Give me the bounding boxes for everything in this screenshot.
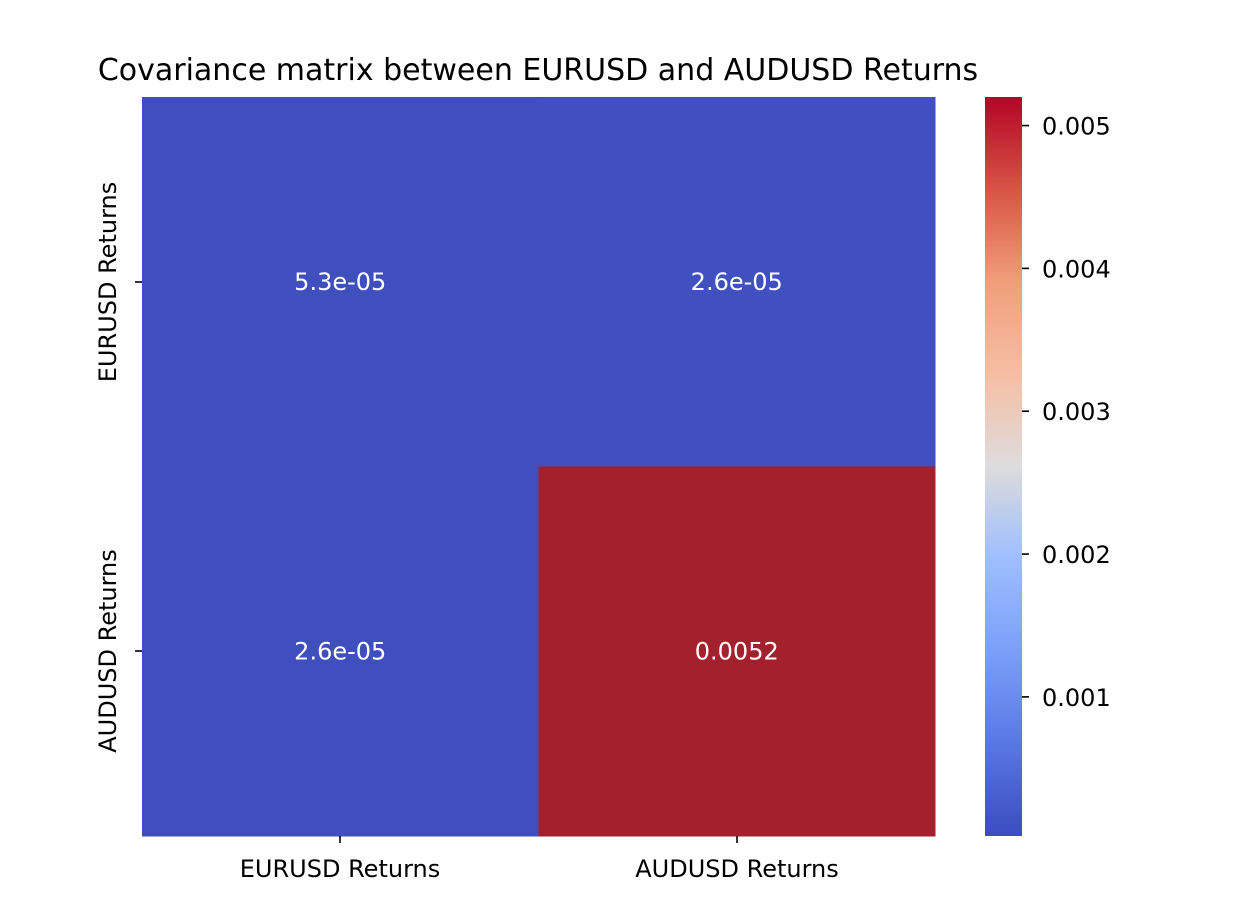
colorbar-tick-label: 0.003 (1042, 398, 1111, 426)
heatmap-cell-labels: 5.3e-05 2.6e-05 2.6e-05 0.0052 (294, 268, 783, 666)
y-tick-label-eurusd: EURUSD Returns (94, 182, 122, 382)
heatmap-cell-label: 2.6e-05 (691, 268, 783, 296)
heatmap-cell-label: 2.6e-05 (294, 637, 386, 665)
colorbar-tick-label: 0.001 (1042, 684, 1111, 712)
heatmap-cells (142, 97, 936, 837)
chart-title: Covariance matrix between EURUSD and AUD… (98, 53, 978, 88)
heatmap-cell (538, 97, 936, 467)
heatmap-cell (538, 466, 936, 837)
y-tick-label-audusd: AUDUSD Returns (94, 549, 122, 753)
heatmap-cell (142, 97, 539, 467)
x-axis: EURUSD Returns AUDUSD Returns (240, 836, 839, 883)
heatmap-cell-label: 5.3e-05 (294, 268, 386, 296)
colorbar-gradient (985, 97, 1022, 836)
y-axis: EURUSD Returns AUDUSD Returns (94, 182, 142, 753)
x-tick-label-audusd: AUDUSD Returns (635, 855, 839, 883)
colorbar: 0.001 0.002 0.003 0.004 0.005 (985, 97, 1111, 836)
colorbar-ticks: 0.001 0.002 0.003 0.004 0.005 (1022, 113, 1111, 712)
colorbar-tick-label: 0.004 (1042, 255, 1111, 283)
colorbar-tick-label: 0.005 (1042, 113, 1111, 141)
x-tick-label-eurusd: EURUSD Returns (240, 855, 440, 883)
heatmap-cell (142, 466, 539, 837)
colorbar-tick-label: 0.002 (1042, 541, 1111, 569)
heatmap-cell-label: 0.0052 (695, 637, 779, 665)
